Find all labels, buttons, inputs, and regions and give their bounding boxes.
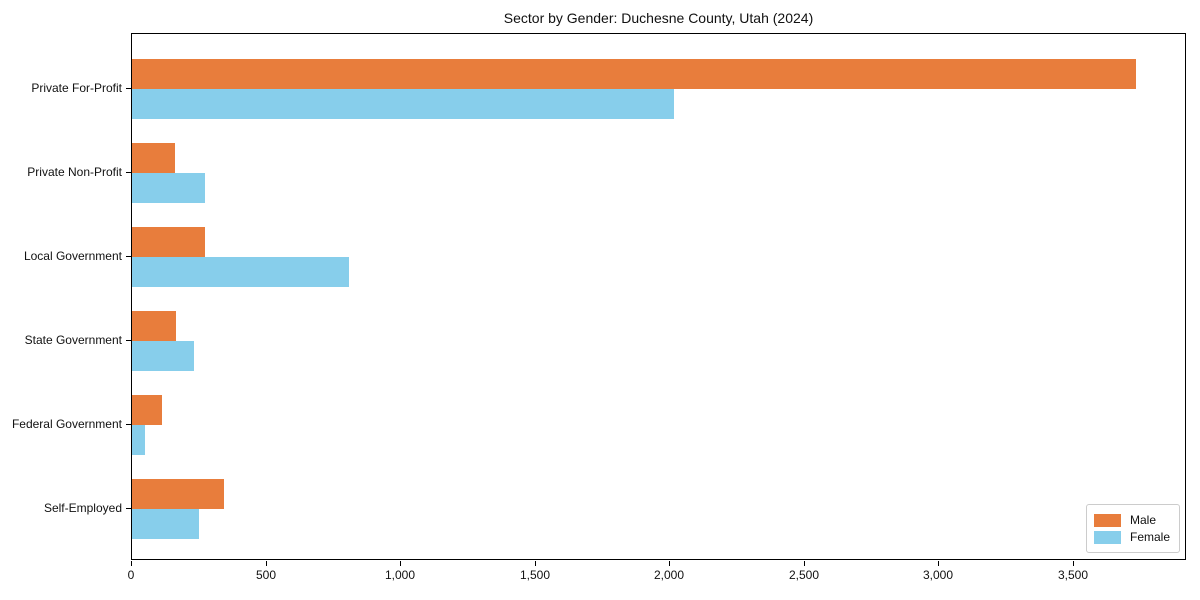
y-tick-mark: [126, 424, 131, 425]
male-swatch: [1093, 513, 1121, 527]
legend-item-female: Female: [1093, 530, 1170, 544]
bar-male-self-employed: [132, 479, 224, 509]
legend-item-male: Male: [1093, 513, 1170, 527]
y-axis-label-state-government: State Government: [24, 333, 122, 347]
y-axis-label-private-for-profit: Private For-Profit: [31, 81, 122, 95]
x-tick-mark: [535, 561, 536, 566]
plot-area: Male Female: [131, 33, 1186, 560]
y-axis-label-federal-government: Federal Government: [11, 417, 122, 431]
y-tick-mark: [126, 88, 131, 89]
y-axis-label-local-government: Local Government: [23, 249, 122, 263]
legend-label-female: Female: [1129, 530, 1170, 544]
bar-male-federal-government: [132, 395, 162, 425]
bar-female-state-government: [132, 341, 194, 371]
y-tick-mark: [126, 172, 131, 173]
bar-female-private-non-profit: [132, 173, 205, 203]
x-tick-label: 1,000: [384, 568, 416, 582]
y-tick-mark: [126, 508, 131, 509]
bar-female-local-government: [132, 257, 349, 287]
y-axis-label-self-employed: Self-Employed: [43, 501, 122, 515]
x-tick-mark: [669, 561, 670, 566]
x-tick-label: 500: [255, 568, 277, 582]
x-tick-label: 3,500: [1057, 568, 1089, 582]
x-tick-label: 0: [127, 568, 135, 582]
x-tick-mark: [400, 561, 401, 566]
female-swatch: [1093, 530, 1121, 544]
x-tick-label: 2,500: [788, 568, 820, 582]
legend: Male Female: [1085, 504, 1180, 553]
x-tick-mark: [938, 561, 939, 566]
bar-male-private-for-profit: [132, 59, 1136, 89]
x-tick-mark: [266, 561, 267, 566]
y-axis-label-private-non-profit: Private Non-Profit: [27, 165, 122, 179]
bar-female-private-for-profit: [132, 89, 674, 119]
y-tick-mark: [126, 340, 131, 341]
x-tick-label: 2,000: [653, 568, 685, 582]
x-tick-mark: [131, 561, 132, 566]
bar-male-state-government: [132, 311, 176, 341]
bar-male-private-non-profit: [132, 143, 175, 173]
x-tick-label: 3,000: [922, 568, 954, 582]
bar-female-federal-government: [132, 425, 145, 455]
y-tick-mark: [126, 256, 131, 257]
legend-label-male: Male: [1129, 513, 1156, 527]
chart-title: Sector by Gender: Duchesne County, Utah …: [503, 10, 814, 26]
x-tick-mark: [804, 561, 805, 566]
x-tick-mark: [1073, 561, 1074, 566]
bar-male-local-government: [132, 227, 205, 257]
x-tick-label: 1,500: [519, 568, 551, 582]
bar-female-self-employed: [132, 509, 199, 539]
